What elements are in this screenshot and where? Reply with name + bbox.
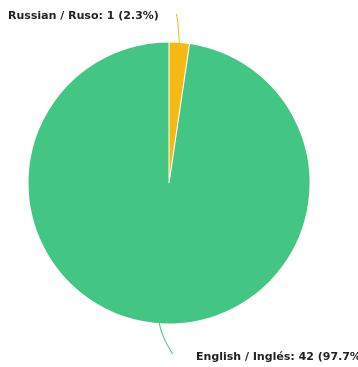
leader-line-english: [158, 319, 174, 355]
pie-slices: [27, 41, 311, 325]
leader-line-russian: [175, 13, 180, 45]
leader-lines: [158, 13, 180, 355]
slice-label-russian: Russian / Ruso: 1 (2.3%): [8, 9, 159, 22]
slice-label-english: English / Inglés: 42 (97.7%): [196, 350, 358, 363]
